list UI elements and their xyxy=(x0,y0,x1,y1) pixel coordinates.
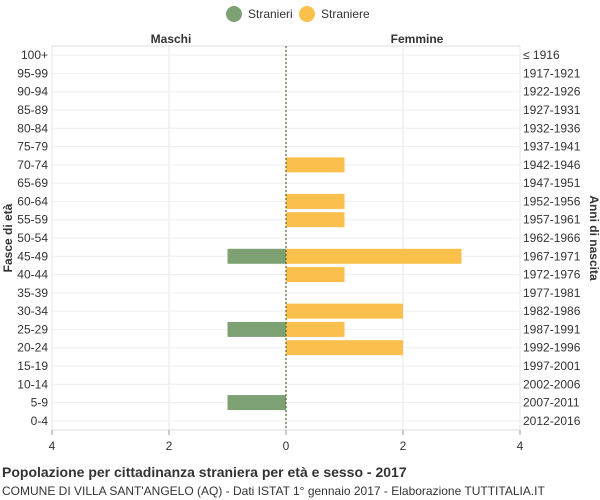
birth-year-label: 2002-2006 xyxy=(523,377,581,391)
birth-year-label: 2007-2011 xyxy=(523,396,580,410)
age-band-label: 85-89 xyxy=(17,103,48,117)
age-band-label: 75-79 xyxy=(17,140,48,154)
birth-year-label: 1927-1931 xyxy=(523,103,581,117)
legend-swatch-female xyxy=(299,6,315,22)
legend-label-stranieri: Stranieri xyxy=(248,7,293,21)
bar-stranieri xyxy=(227,321,286,337)
y-axis-title-left: Fasce di età xyxy=(1,203,15,272)
birth-year-label: 2012-2016 xyxy=(523,414,581,428)
legend-label-straniere: Straniere xyxy=(321,7,370,21)
age-band-label: 20-24 xyxy=(17,341,48,355)
birth-year-label: 1987-1991 xyxy=(523,322,581,336)
bar-straniere xyxy=(286,193,345,209)
x-tick-label: 2 xyxy=(166,439,173,453)
bar-straniere xyxy=(286,340,403,356)
header-maschi: Maschi xyxy=(151,32,192,46)
x-tick-label: 4 xyxy=(517,439,524,453)
population-pyramid-chart: 4 2 0 2 4 Maschi Femmine 100+ ≤ 1916 95-99 1917-19… xyxy=(1,32,600,453)
birth-year-label: 1952-1956 xyxy=(523,194,581,208)
birth-year-label: 1992-1996 xyxy=(523,341,581,355)
legend-swatch-male xyxy=(226,6,242,22)
chart-source: COMUNE DI VILLA SANT'ANGELO (AQ) - Dati … xyxy=(2,484,545,498)
birth-year-label: 1967-1971 xyxy=(523,249,581,263)
birth-year-label: 1997-2001 xyxy=(523,359,581,373)
age-band-label: 15-19 xyxy=(17,359,48,373)
birth-year-label: 1957-1961 xyxy=(523,213,581,227)
age-band-label: 50-54 xyxy=(17,231,48,245)
bar-straniere xyxy=(286,267,345,283)
birth-year-label: 1947-1951 xyxy=(523,176,581,190)
age-band-label: 55-59 xyxy=(17,213,48,227)
birth-year-label: 1937-1941 xyxy=(523,140,581,154)
age-band-label: 70-74 xyxy=(17,158,48,172)
birth-year-label: 1977-1981 xyxy=(523,286,581,300)
birth-year-label: 1972-1976 xyxy=(523,268,581,282)
age-band-label: 100+ xyxy=(21,48,48,62)
birth-year-label: 1922-1926 xyxy=(523,85,581,99)
age-band-label: 45-49 xyxy=(17,249,48,263)
birth-year-label: 1982-1986 xyxy=(523,304,581,318)
age-band-label: 0-4 xyxy=(31,414,49,428)
age-band-label: 65-69 xyxy=(17,176,48,190)
bar-straniere xyxy=(286,303,403,319)
age-band-label: 80-84 xyxy=(17,121,48,135)
x-tick-label: 4 xyxy=(49,439,56,453)
age-band-label: 10-14 xyxy=(17,377,48,391)
birth-year-label: ≤ 1916 xyxy=(523,48,560,62)
bar-straniere xyxy=(286,157,345,173)
age-band-label: 60-64 xyxy=(17,194,48,208)
chart-title: Popolazione per cittadinanza straniera p… xyxy=(2,464,407,480)
y-axis-title-right: Anni di nascita xyxy=(587,195,600,281)
age-band-label: 90-94 xyxy=(17,85,48,99)
legend-item-straniere: Straniere xyxy=(299,6,370,22)
birth-year-label: 1962-1966 xyxy=(523,231,581,245)
age-band-label: 40-44 xyxy=(17,268,48,282)
age-band-label: 30-34 xyxy=(17,304,48,318)
birth-year-label: 1942-1946 xyxy=(523,158,581,172)
birth-year-label: 1932-1936 xyxy=(523,121,581,135)
age-band-label: 5-9 xyxy=(31,396,49,410)
header-femmine: Femmine xyxy=(391,32,444,46)
chart-legend: Stranieri Straniere xyxy=(0,6,600,26)
x-tick-label: 2 xyxy=(400,439,407,453)
birth-year-label: 1917-1921 xyxy=(523,66,581,80)
age-band-label: 25-29 xyxy=(17,322,48,336)
bar-straniere xyxy=(286,321,345,337)
legend-item-stranieri: Stranieri xyxy=(226,6,293,22)
age-band-label: 95-99 xyxy=(17,66,48,80)
bar-stranieri xyxy=(227,248,286,264)
x-tick-label: 0 xyxy=(283,439,290,453)
age-band-label: 35-39 xyxy=(17,286,48,300)
bar-straniere xyxy=(286,212,345,228)
bar-straniere xyxy=(286,248,462,264)
bar-stranieri xyxy=(227,395,286,411)
